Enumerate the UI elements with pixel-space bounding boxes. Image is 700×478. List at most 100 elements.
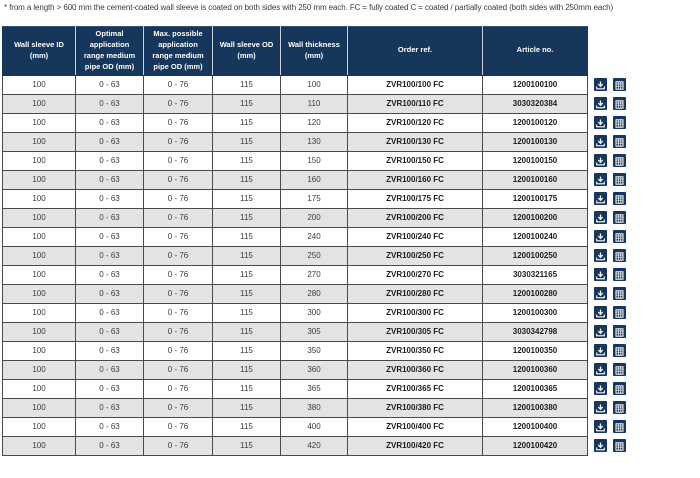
cell-wall-sleeve-id: 100 <box>2 378 76 399</box>
download-button[interactable] <box>594 363 607 376</box>
cell-article-no: 1200100250 <box>482 245 588 266</box>
datasheet-button[interactable] <box>613 78 627 91</box>
datasheet-button[interactable] <box>613 363 627 376</box>
download-button[interactable] <box>594 325 607 338</box>
download-button[interactable] <box>594 154 607 167</box>
cell-wall-sleeve-od: 115 <box>212 302 281 323</box>
table-grid-icon <box>613 347 626 356</box>
download-button[interactable] <box>594 439 607 452</box>
cell-wall-thickness: 240 <box>280 226 348 247</box>
download-icon <box>594 271 607 280</box>
download-button[interactable] <box>594 211 607 224</box>
datasheet-button[interactable] <box>613 230 627 243</box>
cell-wall-thickness: 120 <box>280 112 348 133</box>
cell-actions <box>587 322 700 341</box>
download-button[interactable] <box>594 268 607 281</box>
cell-wall-sleeve-od: 115 <box>212 340 281 361</box>
download-button[interactable] <box>594 173 607 186</box>
cell-wall-thickness: 175 <box>280 188 348 209</box>
cell-article-no: 1200100350 <box>482 340 588 361</box>
datasheet-button[interactable] <box>613 344 627 357</box>
table-grid-icon <box>613 385 626 394</box>
table-row: 100 0 - 63 0 - 76 115 400 ZVR100/400 FC … <box>2 416 700 437</box>
cell-max-range: 0 - 76 <box>143 74 213 95</box>
cell-order-ref: ZVR100/365 FC <box>347 378 483 399</box>
table-row: 100 0 - 63 0 - 76 115 200 ZVR100/200 FC … <box>2 207 700 228</box>
cell-max-range: 0 - 76 <box>143 378 213 399</box>
datasheet-button[interactable] <box>613 401 627 414</box>
datasheet-button[interactable] <box>613 192 627 205</box>
col-header-optimal-range: Optimal application range medium pipe OD… <box>75 26 144 76</box>
table-grid-icon <box>613 157 626 166</box>
cell-optimal-range: 0 - 63 <box>75 302 144 323</box>
cell-order-ref: ZVR100/380 FC <box>347 397 483 418</box>
download-icon <box>594 138 607 147</box>
table-row: 100 0 - 63 0 - 76 115 250 ZVR100/250 FC … <box>2 245 700 266</box>
cell-article-no: 1200100100 <box>482 74 588 95</box>
download-button[interactable] <box>594 97 607 110</box>
download-icon <box>594 81 607 90</box>
download-button[interactable] <box>594 306 607 319</box>
datasheet-button[interactable] <box>613 249 627 262</box>
table-grid-icon <box>613 119 626 128</box>
datasheet-button[interactable] <box>613 268 627 281</box>
cell-actions <box>587 436 700 455</box>
download-button[interactable] <box>594 344 607 357</box>
download-button[interactable] <box>594 230 607 243</box>
cell-wall-sleeve-id: 100 <box>2 321 76 342</box>
cell-actions <box>587 398 700 417</box>
cell-article-no: 1200100300 <box>482 302 588 323</box>
cell-order-ref: ZVR100/420 FC <box>347 435 483 456</box>
download-button[interactable] <box>594 382 607 395</box>
download-button[interactable] <box>594 116 607 129</box>
cell-actions <box>587 284 700 303</box>
datasheet-button[interactable] <box>613 154 627 167</box>
cell-optimal-range: 0 - 63 <box>75 397 144 418</box>
download-button[interactable] <box>594 249 607 262</box>
cell-order-ref: ZVR100/270 FC <box>347 264 483 285</box>
cell-max-range: 0 - 76 <box>143 150 213 171</box>
cell-actions <box>587 360 700 379</box>
download-button[interactable] <box>594 78 607 91</box>
cell-wall-sleeve-id: 100 <box>2 435 76 456</box>
datasheet-button[interactable] <box>613 173 627 186</box>
datasheet-button[interactable] <box>613 325 627 338</box>
datasheet-button[interactable] <box>613 287 627 300</box>
cell-actions <box>587 208 700 227</box>
table-row: 100 0 - 63 0 - 76 115 365 ZVR100/365 FC … <box>2 378 700 399</box>
cell-max-range: 0 - 76 <box>143 359 213 380</box>
datasheet-button[interactable] <box>613 135 627 148</box>
download-icon <box>594 214 607 223</box>
datasheet-button[interactable] <box>613 420 627 433</box>
cell-article-no: 1200100360 <box>482 359 588 380</box>
datasheet-button[interactable] <box>613 382 627 395</box>
datasheet-button[interactable] <box>613 306 627 319</box>
download-icon <box>594 252 607 261</box>
datasheet-button[interactable] <box>613 116 627 129</box>
cell-actions <box>587 303 700 322</box>
table-grid-icon <box>613 252 626 261</box>
download-icon <box>594 423 607 432</box>
table-grid-icon <box>613 100 626 109</box>
cell-wall-thickness: 250 <box>280 245 348 266</box>
cell-order-ref: ZVR100/400 FC <box>347 416 483 437</box>
cell-wall-thickness: 280 <box>280 283 348 304</box>
download-button[interactable] <box>594 135 607 148</box>
cell-wall-sleeve-od: 115 <box>212 321 281 342</box>
table-header: Wall sleeve ID (mm) Optimal application … <box>2 26 700 76</box>
download-button[interactable] <box>594 287 607 300</box>
table-row: 100 0 - 63 0 - 76 115 160 ZVR100/160 FC … <box>2 169 700 190</box>
download-icon <box>594 176 607 185</box>
cell-order-ref: ZVR100/300 FC <box>347 302 483 323</box>
table-grid-icon <box>613 195 626 204</box>
download-button[interactable] <box>594 401 607 414</box>
cell-optimal-range: 0 - 63 <box>75 226 144 247</box>
cell-max-range: 0 - 76 <box>143 131 213 152</box>
cell-actions <box>587 151 700 170</box>
datasheet-button[interactable] <box>613 97 627 110</box>
datasheet-button[interactable] <box>613 439 627 452</box>
datasheet-button[interactable] <box>613 211 627 224</box>
download-button[interactable] <box>594 420 607 433</box>
cell-wall-sleeve-id: 100 <box>2 226 76 247</box>
download-button[interactable] <box>594 192 607 205</box>
